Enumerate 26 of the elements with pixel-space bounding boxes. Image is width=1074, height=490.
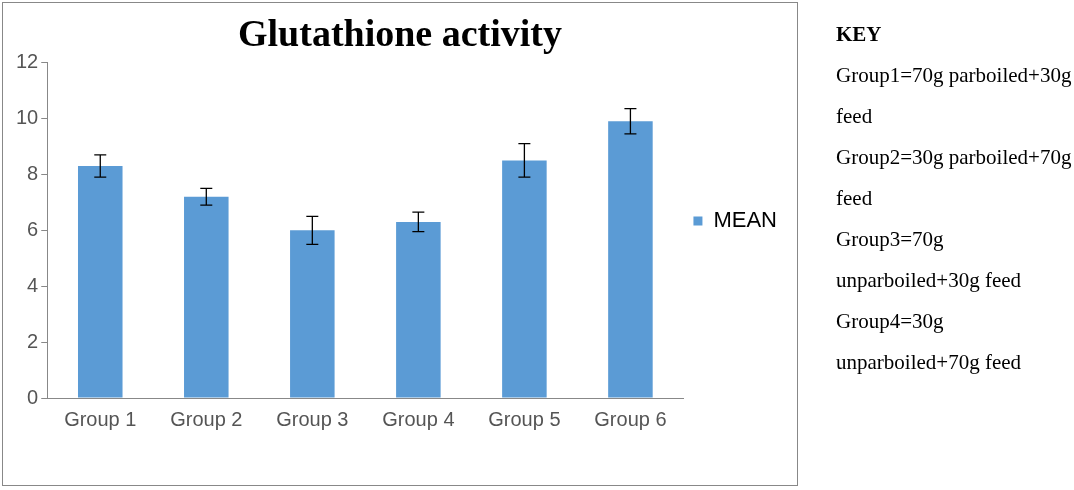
text: Group3=70g unparboiled+30g feed [836,226,1023,294]
chart-title: Glutathione activity [237,11,563,54]
y-tick-label: 8 [27,161,39,184]
bar [396,221,441,398]
y-tick-label: 6 [27,217,39,240]
y-tick-label: 10 [16,106,39,129]
y-tick-label: 12 [16,50,39,73]
x-tick-label: Group 1 [64,407,137,430]
y-tick-label: 0 [27,385,39,408]
bar [184,196,229,398]
text: Group4=30g unparboiled+70g feed [836,308,1023,376]
x-tick-label: Group 5 [488,407,561,430]
x-tick-label: Group 6 [594,407,667,430]
bar [608,121,653,398]
bar [502,160,547,398]
text: KEY [836,21,883,48]
legend-label: MEAN [713,207,777,233]
y-tick-label: 2 [27,329,39,352]
bar [290,230,335,398]
text: Group1=70g parboiled+30g feed [836,62,1072,130]
x-tick-label: Group 4 [382,407,455,430]
x-tick-label: Group 2 [170,407,243,430]
y-tick-label: 4 [27,273,39,296]
bar [78,166,123,398]
x-tick-label: Group 3 [276,407,349,430]
text: Group2=30g parboiled+70g feed [836,144,1072,212]
